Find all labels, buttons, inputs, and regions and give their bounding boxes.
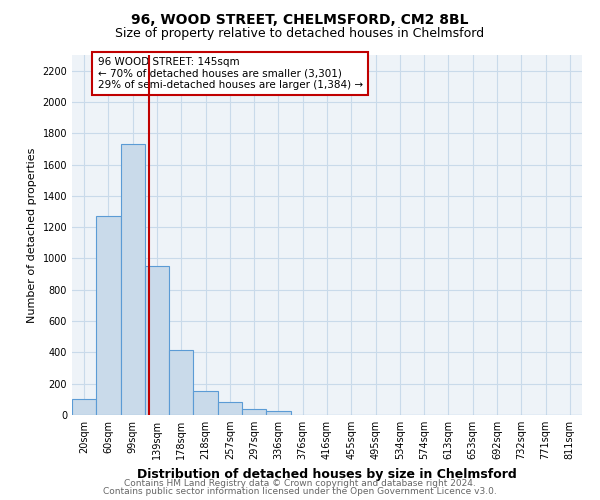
Text: Contains HM Land Registry data © Crown copyright and database right 2024.: Contains HM Land Registry data © Crown c… (124, 478, 476, 488)
Bar (242, 408, 266, 415)
Bar (218, 402, 242, 415)
Bar (193, 390, 218, 415)
Bar (72, 400, 96, 415)
Text: Size of property relative to detached houses in Chelmsford: Size of property relative to detached ho… (115, 28, 485, 40)
Bar (145, 266, 169, 415)
Text: 96, WOOD STREET, CHELMSFORD, CM2 8BL: 96, WOOD STREET, CHELMSFORD, CM2 8BL (131, 12, 469, 26)
Bar (266, 411, 290, 415)
X-axis label: Distribution of detached houses by size in Chelmsford: Distribution of detached houses by size … (137, 468, 517, 480)
Text: Contains public sector information licensed under the Open Government Licence v3: Contains public sector information licen… (103, 487, 497, 496)
Y-axis label: Number of detached properties: Number of detached properties (27, 148, 37, 322)
Bar (169, 350, 193, 415)
Bar (121, 144, 145, 415)
Text: 96 WOOD STREET: 145sqm
← 70% of detached houses are smaller (3,301)
29% of semi-: 96 WOOD STREET: 145sqm ← 70% of detached… (97, 57, 362, 90)
Bar (96, 216, 121, 415)
